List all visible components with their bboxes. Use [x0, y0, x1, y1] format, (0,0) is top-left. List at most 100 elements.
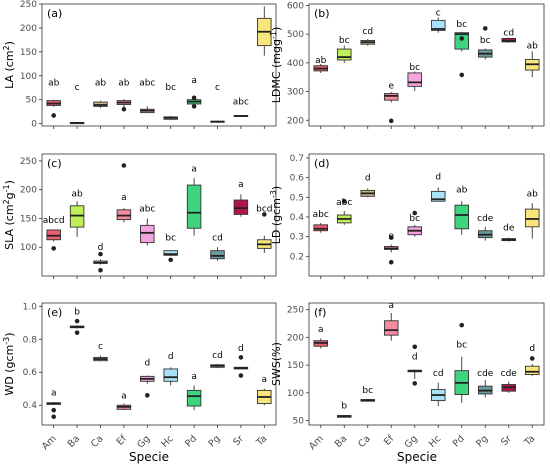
- outlier-point: [191, 95, 197, 101]
- significance-letter: ab: [527, 189, 539, 199]
- significance-letter: cd: [212, 233, 223, 243]
- y-tick-label: 0.7: [290, 154, 304, 164]
- significance-letter: a: [51, 388, 57, 398]
- box-Pd: bc: [454, 20, 470, 78]
- box-Ta: d: [257, 0, 272, 56]
- y-tick-label: 100: [20, 72, 37, 82]
- x-tick-label: Sr: [231, 433, 246, 448]
- significance-letter: a: [388, 301, 394, 311]
- significance-letter: ab: [95, 78, 107, 88]
- significance-letter: ab: [456, 185, 468, 195]
- x-tick-label: Ef: [115, 433, 130, 448]
- outlier-point: [412, 210, 418, 216]
- panel-frame: [41, 153, 277, 277]
- significance-letter: a: [121, 193, 127, 203]
- significance-letter: cde: [477, 214, 494, 224]
- box-Pg: bc: [477, 26, 493, 60]
- significance-letter: cd: [503, 29, 514, 39]
- y-tick-label: 150: [20, 48, 37, 58]
- significance-letter: c: [98, 342, 103, 352]
- significance-letter: ab: [48, 78, 60, 88]
- significance-letter: d: [435, 173, 441, 183]
- box-Gg: d: [140, 359, 155, 398]
- box-body: [210, 250, 225, 260]
- significance-letter: abc: [233, 97, 249, 107]
- y-axis-title: SLA (cm2g-1): [2, 180, 16, 250]
- significance-letter: a: [318, 325, 324, 335]
- significance-letter: cd: [212, 351, 223, 361]
- y-axis-title: LDMC (mgg-1): [269, 27, 283, 104]
- box-Gg: abc: [139, 78, 155, 114]
- outlier-point: [388, 118, 394, 124]
- outlier-point: [51, 414, 56, 420]
- box-body: [163, 250, 178, 256]
- box-Pg: cde: [477, 214, 494, 241]
- y-tick-label: 50: [293, 417, 305, 427]
- outlier-point: [529, 356, 535, 361]
- significance-letter: d: [529, 344, 535, 354]
- outlier-point: [51, 407, 56, 413]
- box-body: [383, 320, 399, 336]
- y-tick-label: 1.0: [23, 302, 38, 312]
- y-tick-label: 600: [287, 1, 304, 11]
- significance-letter: cde: [501, 369, 518, 379]
- x-tick-label: Ef: [382, 433, 397, 448]
- y-tick-label: 150: [20, 214, 37, 224]
- y-tick-label: 200: [20, 186, 37, 196]
- outlier-point: [341, 198, 347, 204]
- significance-letter: ab: [71, 190, 83, 200]
- y-tick-label: 0.4: [290, 213, 305, 223]
- y-tick-label: 50: [26, 96, 38, 106]
- panel-label: (a): [47, 7, 62, 20]
- box-Ef: a: [116, 163, 132, 223]
- y-tick-label: 200: [20, 24, 37, 34]
- y-tick-label: 0.8: [23, 335, 38, 345]
- box-Sr: abc: [233, 97, 249, 117]
- box-Sr: d: [233, 344, 249, 378]
- box-Am: a: [46, 388, 61, 420]
- box-Sr: a: [233, 180, 249, 217]
- box-Ca: c: [93, 342, 108, 362]
- outlier-point: [98, 251, 103, 257]
- x-tick-label: Pg: [474, 433, 490, 449]
- panel-label: (b): [314, 7, 330, 20]
- significance-letter: a: [121, 392, 127, 402]
- box-body: [163, 368, 178, 382]
- panel-label: (c): [47, 157, 62, 170]
- significance-letter: bc: [456, 340, 467, 350]
- outlier-point: [168, 257, 173, 263]
- box-Am: a: [313, 325, 329, 349]
- outlier-point: [238, 355, 244, 360]
- significance-letter: bc: [409, 63, 420, 73]
- box-Gg: bc: [407, 63, 423, 91]
- box-Ba: ab: [69, 190, 85, 237]
- box-Sr: de: [501, 224, 517, 242]
- significance-letter: d: [144, 359, 150, 369]
- x-axis-title-right: Specie: [397, 450, 437, 464]
- box-Ta: d: [524, 344, 540, 377]
- box-Am: ab: [313, 56, 329, 73]
- significance-letter: ab: [527, 41, 539, 51]
- y-tick-label: 100: [20, 243, 37, 253]
- y-axis-title: LD (gcm-3): [269, 186, 283, 244]
- box-Pd: ab: [454, 185, 470, 235]
- box-body: [454, 32, 470, 50]
- significance-letter: c: [436, 8, 441, 18]
- outlier-point: [412, 344, 418, 350]
- y-tick-label: 400: [287, 59, 304, 69]
- significance-letter: cd: [362, 27, 373, 37]
- significance-letter: d: [168, 352, 174, 362]
- significance-letter: bc: [409, 214, 420, 224]
- outlier-point: [459, 72, 465, 78]
- outlier-point: [191, 104, 197, 109]
- box-body: [140, 224, 155, 244]
- x-tick-label: Ta: [522, 433, 538, 449]
- significance-letter: ab: [118, 78, 130, 88]
- box-body: [524, 365, 540, 375]
- box-Sr: cde: [501, 369, 518, 393]
- panel-frame: [41, 3, 277, 127]
- panel-5: 0.4 0.6 0.8 1.0 WD (gcm-3) (e) Am Ba Ca Ef Gg Hc Pd P…: [2, 302, 277, 452]
- box-Hc: c: [430, 8, 446, 33]
- significance-letter: c: [215, 83, 220, 93]
- y-tick-label: 0.6: [290, 174, 305, 184]
